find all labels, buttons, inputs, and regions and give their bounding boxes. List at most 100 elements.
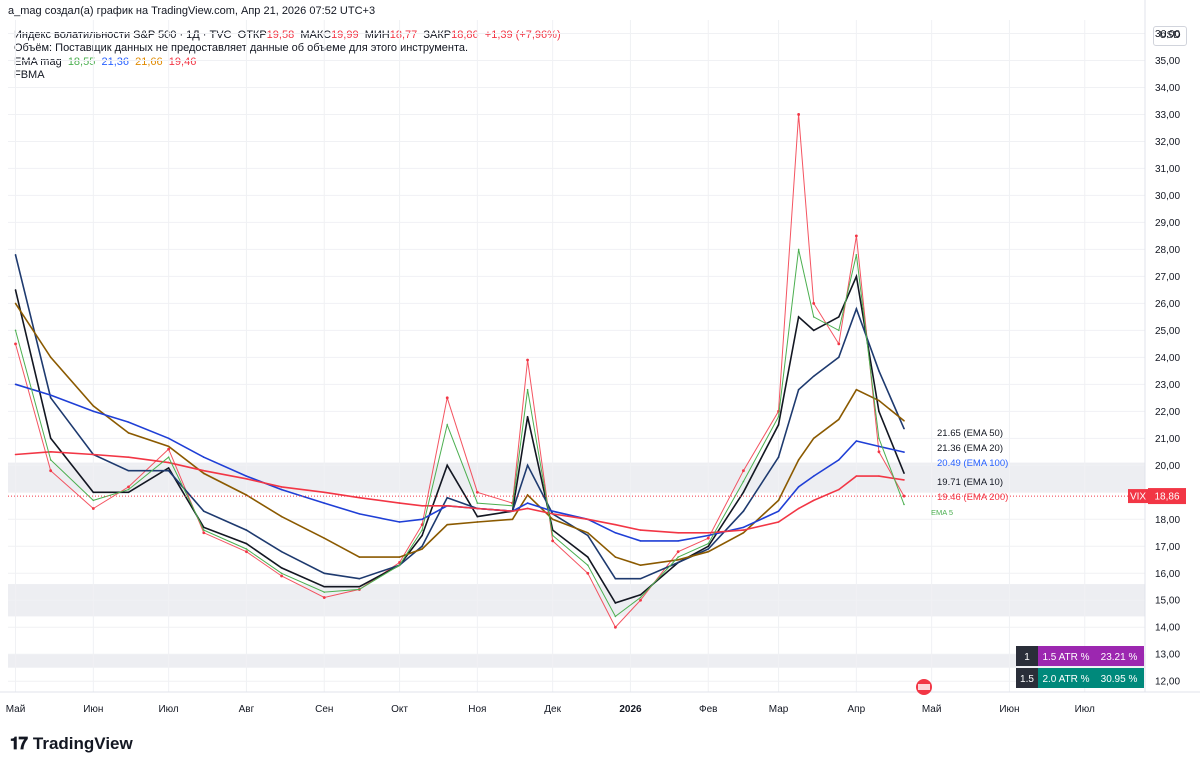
series-line-ema-100 [15, 383, 905, 542]
close-value: 18,86 [451, 29, 479, 41]
y-tick-label: 20,00 [1155, 461, 1180, 472]
data-point [511, 504, 514, 507]
data-point [742, 469, 745, 473]
data-point [49, 451, 52, 453]
data-point [245, 494, 248, 496]
data-point [903, 419, 905, 422]
data-point [358, 588, 361, 591]
data-point [358, 496, 361, 499]
atr-label: 1.5 ATR % [1042, 652, 1089, 663]
data-point [127, 469, 130, 472]
atr-label-box [1038, 646, 1094, 666]
data-point [878, 370, 880, 372]
data-point [127, 488, 130, 491]
data-point [526, 507, 529, 510]
data-point [676, 550, 680, 554]
data-point [280, 488, 283, 491]
y-tick-label: 29,00 [1155, 218, 1180, 229]
price-badge-symbol: VIX [1130, 492, 1146, 503]
data-point [903, 503, 905, 506]
data-point [837, 488, 840, 491]
data-point [202, 510, 205, 512]
data-point [837, 329, 840, 332]
x-tick-label: Сен [315, 704, 333, 715]
data-point [797, 248, 800, 251]
data-point [323, 502, 326, 504]
x-tick-label: Дек [544, 704, 561, 715]
data-point [837, 418, 840, 421]
data-point [812, 329, 815, 332]
data-point [677, 540, 679, 542]
flag-icon-detail [918, 684, 930, 690]
data-point [639, 564, 642, 566]
data-point [167, 447, 171, 451]
y-tick-label: 25,00 [1155, 326, 1180, 337]
brand-logo[interactable]: 𝟏𝟕 TradingView [10, 734, 133, 754]
ema-label: 21.36 (EMA 20) [937, 443, 1003, 454]
data-point [855, 275, 858, 278]
ema-legend[interactable]: EMA mag 18,55 21,36 21,66 19,46 [14, 56, 196, 69]
data-point [167, 461, 170, 464]
x-tick-label: Авг [239, 704, 255, 715]
data-point [476, 521, 479, 523]
data-point [476, 507, 479, 510]
currency-button[interactable]: USD [1153, 26, 1187, 46]
data-point [586, 571, 590, 575]
data-point [245, 542, 248, 545]
data-point [398, 564, 401, 566]
data-point [323, 591, 326, 593]
data-point [777, 510, 780, 512]
data-point [707, 548, 710, 550]
data-point [167, 456, 170, 459]
data-point [92, 410, 95, 413]
data-point [92, 405, 95, 407]
data-point [639, 598, 642, 602]
atr-value: 30.95 % [1101, 674, 1138, 685]
data-point [742, 526, 745, 529]
symbol-title: Индекс волатильности S&P 500 · 1Д · TVC [14, 29, 232, 41]
data-point [797, 388, 800, 391]
data-point [551, 534, 554, 537]
data-point [707, 550, 710, 553]
data-point [878, 410, 880, 413]
data-point [49, 356, 52, 359]
data-point [878, 437, 880, 440]
data-point [526, 415, 529, 418]
data-point [322, 596, 326, 599]
data-point [526, 494, 529, 496]
fbma-legend[interactable]: FBMA [14, 69, 45, 81]
data-point [446, 523, 449, 526]
data-point [551, 513, 554, 515]
x-tick-label: 2026 [619, 704, 642, 715]
ema-legend-value-1: 18,55 [67, 56, 96, 68]
data-point [812, 499, 815, 502]
y-tick-label: 15,00 [1155, 596, 1180, 607]
tradingview-logo-icon: 𝟏𝟕 [10, 734, 28, 753]
low-value: 18,77 [389, 29, 418, 41]
data-point [323, 537, 326, 539]
data-point [551, 518, 554, 521]
ema-legend-label: EMA mag [14, 56, 62, 68]
data-point [614, 602, 617, 604]
data-point [245, 529, 248, 531]
atr-prefix: 1.5 [1020, 674, 1034, 685]
data-point [127, 432, 130, 434]
ema-label: EMA 5 [931, 508, 953, 517]
y-tick-label: 14,00 [1155, 623, 1180, 634]
volume-note: Объём: Поставщик данных не предоставляет… [14, 42, 469, 54]
data-point [280, 572, 283, 575]
data-point [777, 424, 780, 426]
x-tick-label: Май [6, 704, 26, 715]
data-point [280, 515, 283, 518]
data-point [877, 450, 881, 454]
price-badge-box [1148, 488, 1186, 505]
data-point [837, 342, 841, 346]
data-point [398, 556, 401, 558]
data-point [742, 510, 745, 512]
data-point [280, 574, 283, 578]
data-point [639, 529, 642, 531]
data-point [586, 564, 589, 566]
data-point [475, 490, 479, 494]
data-point [707, 531, 710, 534]
